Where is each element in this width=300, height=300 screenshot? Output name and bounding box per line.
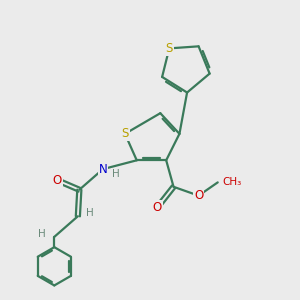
Text: S: S xyxy=(121,127,129,140)
Text: N: N xyxy=(98,163,107,176)
Text: H: H xyxy=(112,169,120,178)
Text: O: O xyxy=(52,174,62,188)
Text: H: H xyxy=(86,208,94,218)
Text: O: O xyxy=(194,189,203,202)
Text: CH₃: CH₃ xyxy=(222,177,242,188)
Text: H: H xyxy=(38,229,46,239)
Text: S: S xyxy=(166,42,173,55)
Text: O: O xyxy=(153,201,162,214)
